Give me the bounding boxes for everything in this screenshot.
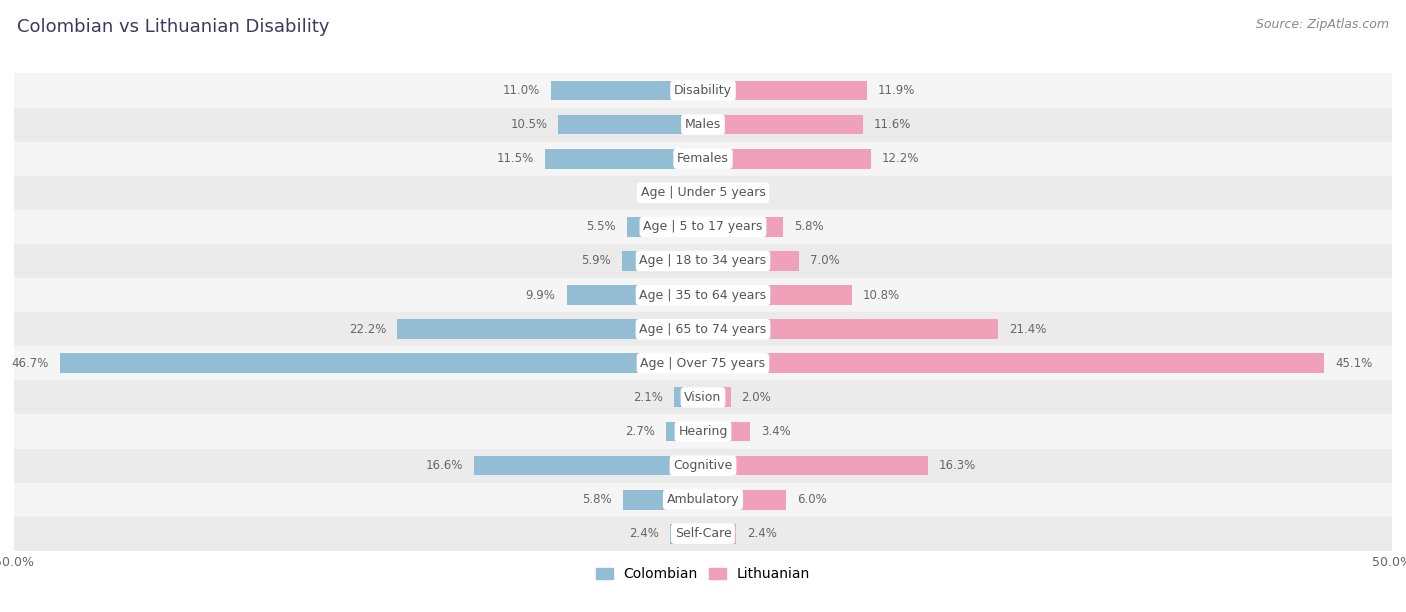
Text: Females: Females — [678, 152, 728, 165]
Text: 11.9%: 11.9% — [877, 84, 915, 97]
Bar — [669, 524, 703, 543]
Text: Males: Males — [685, 118, 721, 131]
Bar — [474, 456, 703, 476]
Text: Vision: Vision — [685, 391, 721, 404]
Bar — [14, 517, 1392, 551]
Text: 7.0%: 7.0% — [810, 255, 841, 267]
Bar — [14, 380, 1392, 414]
Bar — [703, 319, 998, 339]
Text: 22.2%: 22.2% — [349, 323, 387, 335]
Text: Age | 18 to 34 years: Age | 18 to 34 years — [640, 255, 766, 267]
Bar — [703, 114, 863, 135]
Text: 2.4%: 2.4% — [747, 528, 778, 540]
Bar — [567, 285, 703, 305]
Text: 11.0%: 11.0% — [503, 84, 540, 97]
Text: 2.7%: 2.7% — [624, 425, 655, 438]
Bar — [703, 524, 737, 543]
Text: Age | 5 to 17 years: Age | 5 to 17 years — [644, 220, 762, 233]
Bar — [703, 183, 725, 203]
Text: 16.3%: 16.3% — [939, 459, 976, 472]
Bar — [544, 149, 703, 168]
Text: 3.4%: 3.4% — [761, 425, 790, 438]
Text: 9.9%: 9.9% — [526, 289, 555, 302]
Text: 2.4%: 2.4% — [628, 528, 659, 540]
Bar — [627, 217, 703, 237]
Bar — [14, 108, 1392, 141]
Text: Hearing: Hearing — [678, 425, 728, 438]
Bar — [14, 483, 1392, 517]
Bar — [703, 353, 1324, 373]
Text: 5.5%: 5.5% — [586, 220, 616, 233]
Bar — [686, 183, 703, 203]
Bar — [666, 422, 703, 441]
Bar — [703, 285, 852, 305]
Text: 1.6%: 1.6% — [737, 186, 766, 200]
Text: Self-Care: Self-Care — [675, 528, 731, 540]
Text: 46.7%: 46.7% — [11, 357, 48, 370]
Text: Ambulatory: Ambulatory — [666, 493, 740, 506]
Bar — [14, 73, 1392, 108]
Text: 45.1%: 45.1% — [1336, 357, 1372, 370]
Bar — [551, 81, 703, 100]
Text: 11.6%: 11.6% — [875, 118, 911, 131]
Text: Age | 65 to 74 years: Age | 65 to 74 years — [640, 323, 766, 335]
Bar — [623, 490, 703, 510]
Bar — [703, 422, 749, 441]
Text: 11.5%: 11.5% — [496, 152, 533, 165]
Text: 5.8%: 5.8% — [582, 493, 612, 506]
Text: 6.0%: 6.0% — [797, 493, 827, 506]
Bar — [703, 81, 868, 100]
Bar — [703, 456, 928, 476]
Text: Source: ZipAtlas.com: Source: ZipAtlas.com — [1256, 18, 1389, 31]
Bar — [621, 251, 703, 271]
Bar — [673, 387, 703, 407]
Bar — [14, 414, 1392, 449]
Text: Cognitive: Cognitive — [673, 459, 733, 472]
Bar — [14, 346, 1392, 380]
Bar — [703, 217, 783, 237]
Text: 12.2%: 12.2% — [882, 152, 920, 165]
Bar — [14, 210, 1392, 244]
Text: 10.5%: 10.5% — [510, 118, 547, 131]
Bar — [14, 449, 1392, 483]
Text: 21.4%: 21.4% — [1010, 323, 1046, 335]
Bar — [703, 387, 731, 407]
Bar — [396, 319, 703, 339]
Text: Disability: Disability — [673, 84, 733, 97]
Text: Age | Over 75 years: Age | Over 75 years — [641, 357, 765, 370]
Text: 2.0%: 2.0% — [741, 391, 772, 404]
Bar — [703, 251, 800, 271]
Bar — [14, 141, 1392, 176]
Bar — [14, 312, 1392, 346]
Bar — [703, 490, 786, 510]
Text: Age | 35 to 64 years: Age | 35 to 64 years — [640, 289, 766, 302]
Bar — [703, 149, 872, 168]
Text: 1.2%: 1.2% — [645, 186, 675, 200]
Text: Age | Under 5 years: Age | Under 5 years — [641, 186, 765, 200]
Bar — [558, 114, 703, 135]
Bar — [59, 353, 703, 373]
Text: 16.6%: 16.6% — [426, 459, 463, 472]
Text: 5.8%: 5.8% — [794, 220, 824, 233]
Bar — [14, 176, 1392, 210]
Text: 5.9%: 5.9% — [581, 255, 610, 267]
Bar — [14, 244, 1392, 278]
Bar — [14, 278, 1392, 312]
Text: 2.1%: 2.1% — [633, 391, 664, 404]
Text: 10.8%: 10.8% — [863, 289, 900, 302]
Text: Colombian vs Lithuanian Disability: Colombian vs Lithuanian Disability — [17, 18, 329, 36]
Legend: Colombian, Lithuanian: Colombian, Lithuanian — [591, 562, 815, 587]
